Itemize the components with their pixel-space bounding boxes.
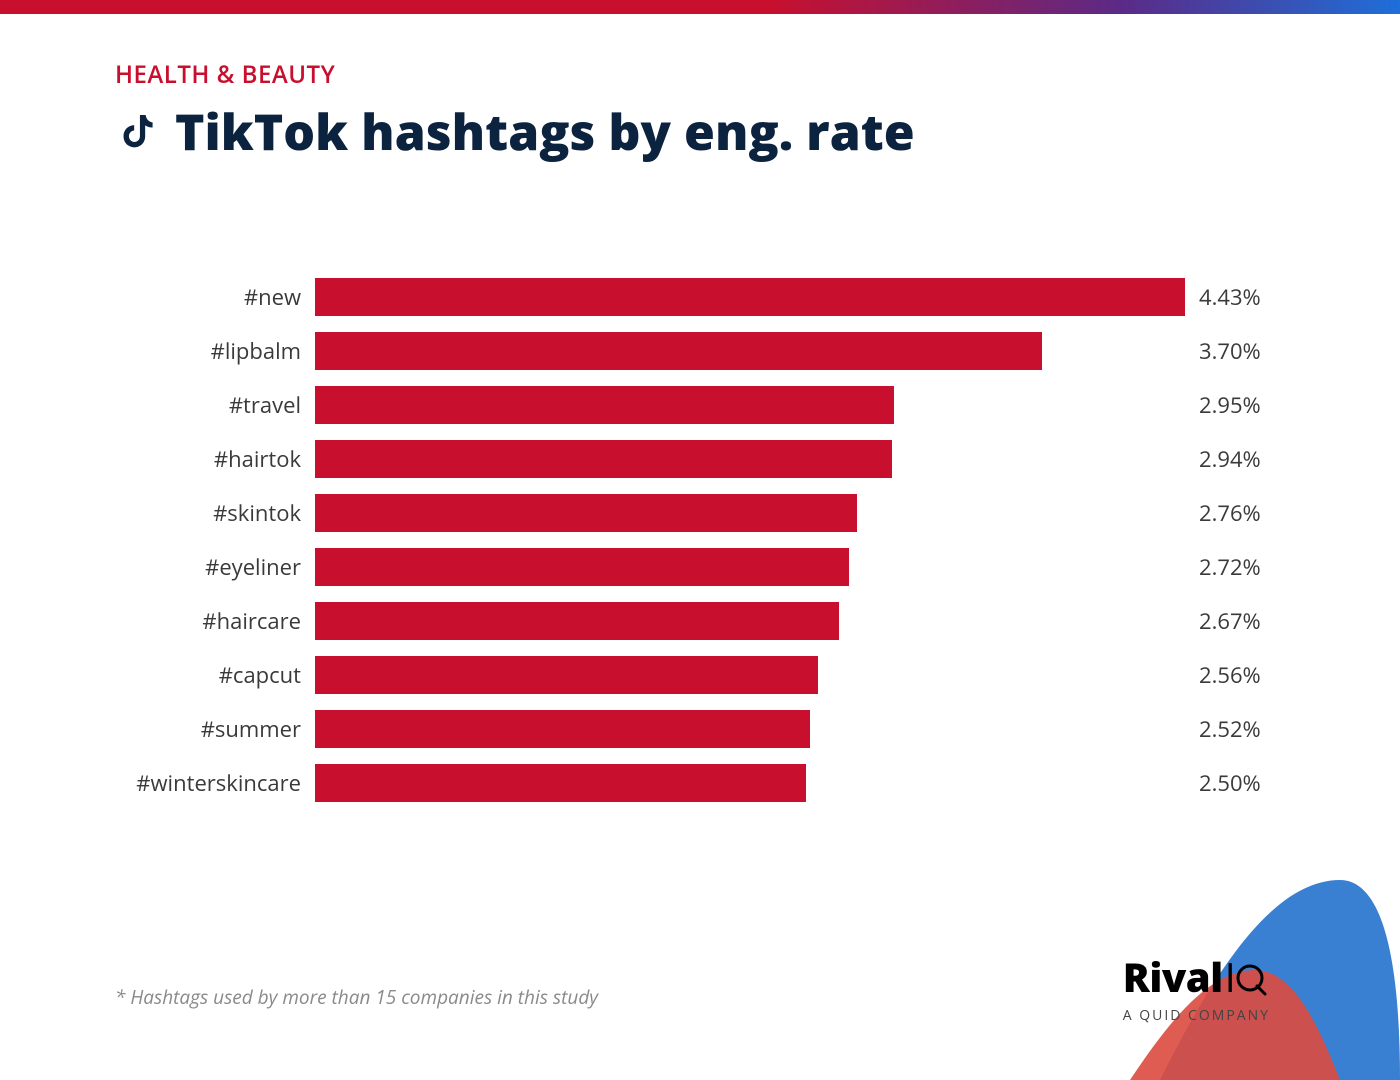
bar-value: 2.72% bbox=[1185, 552, 1261, 582]
logo-main: Rival bbox=[1123, 949, 1223, 1004]
hashtag-label: #haircare bbox=[115, 606, 315, 636]
logo-text: Rival I bbox=[1123, 949, 1270, 1004]
bar bbox=[315, 764, 806, 802]
bar bbox=[315, 386, 894, 424]
page: HEALTH & BEAUTY TikTok hashtags by eng. … bbox=[0, 0, 1400, 1080]
rivaliq-logo: Rival I A QUID COMPANY bbox=[1123, 949, 1270, 1025]
chart-row: #capcut 2.56% bbox=[115, 648, 1285, 702]
chart-row: #winterskincare 2.50% bbox=[115, 756, 1285, 810]
bar-value: 2.67% bbox=[1185, 606, 1261, 636]
chart-row: #travel 2.95% bbox=[115, 378, 1285, 432]
bar bbox=[315, 440, 892, 478]
title-row: TikTok hashtags by eng. rate bbox=[115, 97, 915, 165]
header: HEALTH & BEAUTY TikTok hashtags by eng. … bbox=[115, 58, 915, 165]
hashtag-label: #skintok bbox=[115, 498, 315, 528]
bar bbox=[315, 548, 849, 586]
hashtag-bar-chart: #new 4.43% #lipbalm 3.70% #travel 2.95% #hairt… bbox=[115, 270, 1285, 810]
bar-track bbox=[315, 702, 1185, 756]
bar bbox=[315, 710, 810, 748]
bar-value: 2.94% bbox=[1185, 444, 1261, 474]
bar-value: 2.76% bbox=[1185, 498, 1261, 528]
bar-track bbox=[315, 594, 1185, 648]
logo-iq: I bbox=[1225, 949, 1268, 1004]
hashtag-label: #capcut bbox=[115, 660, 315, 690]
bar-value: 2.95% bbox=[1185, 390, 1261, 420]
bar-value: 4.43% bbox=[1185, 282, 1261, 312]
hashtag-label: #eyeliner bbox=[115, 552, 315, 582]
chart-row: #summer 2.52% bbox=[115, 702, 1285, 756]
chart-row: #new 4.43% bbox=[115, 270, 1285, 324]
bar-value: 3.70% bbox=[1185, 336, 1261, 366]
chart-row: #skintok 2.76% bbox=[115, 486, 1285, 540]
bar-value: 2.56% bbox=[1185, 660, 1261, 690]
chart-row: #eyeliner 2.72% bbox=[115, 540, 1285, 594]
bar-track bbox=[315, 486, 1185, 540]
bar bbox=[315, 278, 1185, 316]
chart-row: #lipbalm 3.70% bbox=[115, 324, 1285, 378]
bar bbox=[315, 602, 839, 640]
footnote: * Hashtags used by more than 15 companie… bbox=[115, 984, 598, 1010]
chart-row: #haircare 2.67% bbox=[115, 594, 1285, 648]
bar bbox=[315, 656, 818, 694]
logo-q bbox=[1235, 949, 1267, 1004]
chart-row: #hairtok 2.94% bbox=[115, 432, 1285, 486]
hashtag-label: #lipbalm bbox=[115, 336, 315, 366]
bar-track bbox=[315, 648, 1185, 702]
bar-track bbox=[315, 432, 1185, 486]
hashtag-label: #winterskincare bbox=[115, 768, 315, 798]
page-title: TikTok hashtags by eng. rate bbox=[175, 97, 915, 165]
logo-subtitle: A QUID COMPANY bbox=[1123, 1006, 1270, 1025]
bar-track bbox=[315, 270, 1185, 324]
bar-track bbox=[315, 540, 1185, 594]
logo-i: I bbox=[1225, 949, 1236, 1004]
hashtag-label: #travel bbox=[115, 390, 315, 420]
bar-track bbox=[315, 324, 1185, 378]
bar-value: 2.50% bbox=[1185, 768, 1261, 798]
bar bbox=[315, 332, 1042, 370]
bar-track bbox=[315, 756, 1185, 810]
hashtag-label: #summer bbox=[115, 714, 315, 744]
hashtag-label: #new bbox=[115, 282, 315, 312]
bar-track bbox=[315, 378, 1185, 432]
tiktok-icon bbox=[115, 109, 159, 153]
category-label: HEALTH & BEAUTY bbox=[115, 58, 915, 91]
bar-value: 2.52% bbox=[1185, 714, 1261, 744]
hashtag-label: #hairtok bbox=[115, 444, 315, 474]
bar bbox=[315, 494, 857, 532]
top-gradient-bar bbox=[0, 0, 1400, 14]
